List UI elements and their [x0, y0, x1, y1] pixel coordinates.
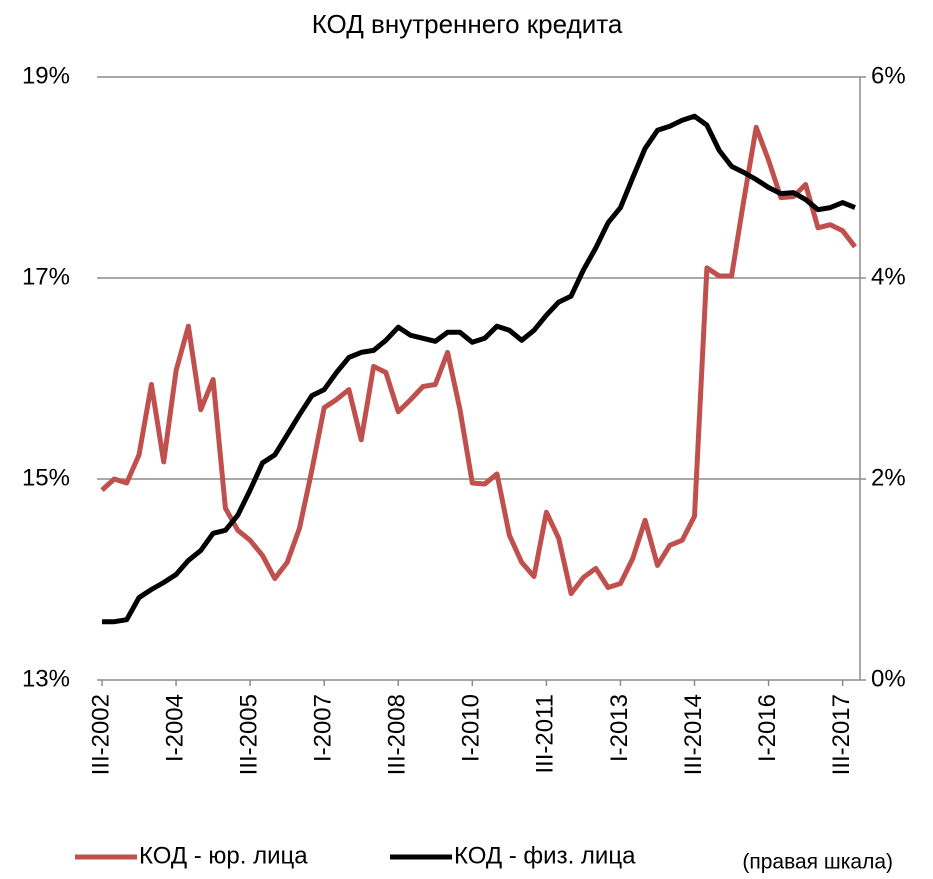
- x-tick-label: I-2016: [754, 694, 781, 762]
- x-tick-label: III-2017: [828, 694, 855, 775]
- series-line: [102, 113, 856, 625]
- y-tick-label: 15%: [22, 464, 70, 491]
- y2-tick-label: 2%: [871, 464, 906, 491]
- x-tick-label: III-2011: [532, 694, 559, 774]
- y-tick-label: 13%: [22, 665, 70, 692]
- x-tick-label: I-2010: [458, 694, 485, 762]
- y2-tick-label: 4%: [871, 263, 906, 290]
- y-tick-label: 17%: [22, 263, 70, 290]
- y2-tick-label: 0%: [871, 665, 906, 692]
- y-tick-label: 19%: [22, 62, 70, 89]
- chart-title: КОД внутреннего кредита: [312, 9, 623, 39]
- x-tick-label: I-2007: [310, 694, 337, 762]
- legend-note: (правая шкала): [742, 851, 893, 874]
- x-tick-label: III-2005: [235, 694, 262, 775]
- x-tick-label: III-2008: [384, 694, 411, 775]
- series-line: [100, 124, 857, 597]
- x-tick-label: I-2013: [606, 694, 633, 762]
- legend-label: КОД - юр. лица: [139, 842, 308, 869]
- x-tick-label: I-2004: [161, 694, 188, 762]
- x-tick-label: III-2002: [87, 694, 114, 775]
- y2-tick-label: 6%: [871, 62, 906, 89]
- x-tick-label: III-2014: [680, 694, 707, 775]
- legend-label: КОД - физ. лица: [454, 842, 636, 869]
